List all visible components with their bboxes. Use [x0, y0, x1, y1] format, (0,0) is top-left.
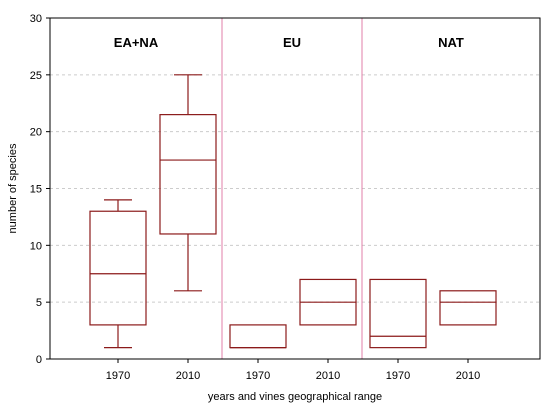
group-label: EU	[283, 35, 301, 50]
box-eu-1970	[229, 324, 287, 349]
y-tick-label: 0	[36, 354, 42, 366]
group-labels: EA+NA EU NAT	[114, 35, 464, 50]
iqr-box	[159, 114, 217, 235]
x-tick-label: 2010	[176, 370, 200, 382]
y-axis-label: number of species	[7, 143, 19, 233]
x-axis-ticks: 1970 2010 1970 2010 1970 2010	[106, 359, 480, 382]
y-tick-label: 15	[30, 184, 42, 196]
y-tick-label: 5	[36, 297, 42, 309]
group-label: EA+NA	[114, 35, 159, 50]
box-ea-na-2010	[159, 74, 217, 292]
grid-lines	[50, 74, 540, 303]
iqr-box	[369, 278, 427, 349]
box-nat-2010	[439, 290, 497, 326]
y-tick-label: 10	[30, 240, 42, 252]
box-ea-na-1970	[89, 199, 147, 349]
box-eu-2010	[299, 278, 357, 326]
iqr-box	[89, 210, 147, 326]
box-nat-1970	[369, 278, 427, 349]
x-tick-label: 1970	[386, 370, 410, 382]
y-axis-ticks: 0 5 10 15 20 25 30	[30, 13, 50, 366]
y-tick-label: 30	[30, 13, 42, 25]
x-tick-label: 1970	[246, 370, 270, 382]
x-tick-label: 2010	[316, 370, 340, 382]
box-series	[89, 74, 497, 349]
iqr-box	[229, 324, 287, 349]
y-tick-label: 20	[30, 127, 42, 139]
iqr-box	[439, 290, 497, 326]
group-separators	[221, 18, 363, 359]
x-tick-label: 2010	[456, 370, 480, 382]
x-tick-label: 1970	[106, 370, 130, 382]
y-tick-label: 25	[30, 70, 42, 82]
x-axis-label: years and vines geographical range	[208, 391, 382, 403]
group-label: NAT	[438, 35, 464, 50]
